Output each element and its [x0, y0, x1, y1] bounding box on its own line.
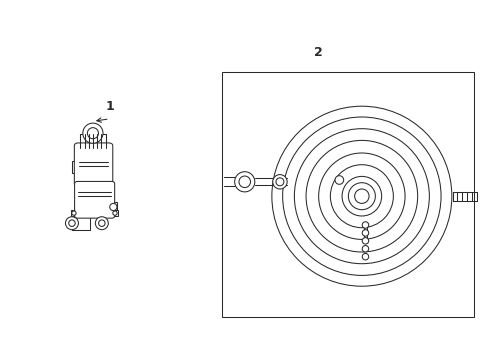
Bar: [80, 134, 105, 148]
Bar: [72, 161, 78, 173]
Ellipse shape: [82, 123, 103, 143]
Ellipse shape: [305, 140, 417, 252]
Ellipse shape: [362, 230, 368, 236]
Ellipse shape: [72, 211, 76, 215]
Bar: [71, 210, 78, 216]
Ellipse shape: [275, 178, 284, 186]
Ellipse shape: [362, 253, 368, 260]
Ellipse shape: [362, 238, 368, 244]
Text: 1: 1: [105, 100, 114, 113]
Ellipse shape: [87, 128, 98, 139]
Ellipse shape: [318, 153, 404, 239]
Bar: [111, 210, 118, 216]
Bar: [72, 217, 90, 230]
Bar: [222, 72, 473, 317]
Text: 2: 2: [313, 46, 322, 59]
Ellipse shape: [234, 172, 254, 192]
Ellipse shape: [294, 129, 428, 264]
Ellipse shape: [282, 117, 440, 275]
Ellipse shape: [354, 189, 368, 203]
FancyBboxPatch shape: [74, 143, 113, 186]
Bar: [111, 202, 117, 211]
Ellipse shape: [362, 246, 368, 252]
Ellipse shape: [99, 220, 105, 226]
Ellipse shape: [347, 183, 375, 210]
Ellipse shape: [65, 217, 78, 230]
Ellipse shape: [109, 203, 117, 211]
Ellipse shape: [69, 220, 75, 226]
FancyBboxPatch shape: [75, 181, 114, 218]
Ellipse shape: [334, 176, 343, 184]
Ellipse shape: [362, 222, 368, 228]
Ellipse shape: [113, 211, 117, 215]
Ellipse shape: [342, 176, 381, 216]
Ellipse shape: [239, 176, 250, 188]
Ellipse shape: [330, 165, 392, 228]
Ellipse shape: [271, 106, 451, 286]
Ellipse shape: [95, 217, 108, 230]
Ellipse shape: [272, 175, 286, 189]
